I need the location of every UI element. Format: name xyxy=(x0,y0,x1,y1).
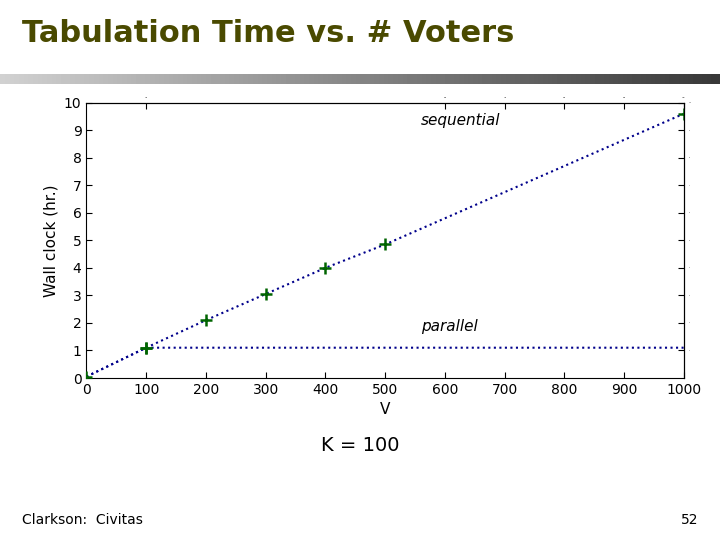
X-axis label: V: V xyxy=(380,402,390,417)
Text: Clarkson:  Civitas: Clarkson: Civitas xyxy=(22,512,143,526)
Text: Tabulation Time vs. # Voters: Tabulation Time vs. # Voters xyxy=(22,19,514,48)
Text: 52: 52 xyxy=(681,512,698,526)
Text: sequential: sequential xyxy=(421,113,500,127)
Text: parallel: parallel xyxy=(421,319,478,334)
Text: K = 100: K = 100 xyxy=(320,436,400,455)
Y-axis label: Wall clock (hr.): Wall clock (hr.) xyxy=(43,184,58,296)
